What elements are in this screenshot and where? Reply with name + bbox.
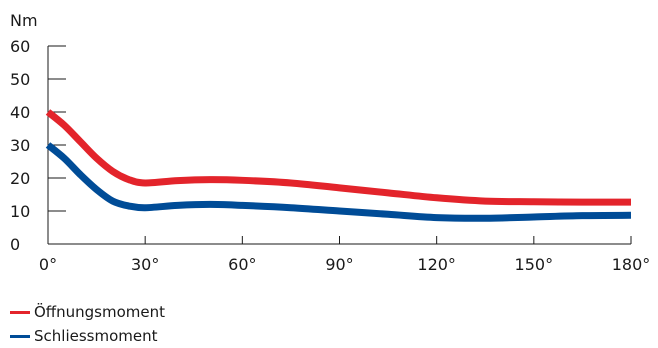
legend-label-schliessmoment: Schliessmoment xyxy=(34,327,158,345)
x-tick-label: 120° xyxy=(417,255,456,274)
y-tick-label: 50 xyxy=(10,70,30,89)
y-tick-label: 30 xyxy=(10,136,30,155)
x-tick-label: 60° xyxy=(228,255,256,274)
series-line-schliessmoment xyxy=(45,142,632,222)
x-tick-label: 90° xyxy=(325,255,353,274)
legend: Öffnungsmoment Schliessmoment xyxy=(10,300,165,348)
legend-swatch-schliessmoment xyxy=(10,334,30,338)
series-line-oeffnungsmoment xyxy=(45,109,632,206)
x-tick-label: 0° xyxy=(39,255,57,274)
y-tick-label: 60 xyxy=(10,37,30,56)
legend-swatch-oeffnungsmoment xyxy=(10,310,30,314)
legend-item-schliessmoment: Schliessmoment xyxy=(10,324,165,348)
x-tick-label: 180° xyxy=(612,255,651,274)
y-tick-label: 40 xyxy=(10,103,30,122)
x-tick-label: 150° xyxy=(515,255,554,274)
y-tick-label: 0 xyxy=(10,235,20,254)
y-tick-label: 10 xyxy=(10,202,30,221)
y-tick-label: 20 xyxy=(10,169,30,188)
axes: 0 10 20 30 40 50 60 0° 30° 60° 90° 120° 150° 180° xyxy=(10,37,650,274)
legend-label-oeffnungsmoment: Öffnungsmoment xyxy=(34,303,166,321)
legend-item-oeffnungsmoment: Öffnungsmoment xyxy=(10,300,165,324)
y-axis-unit: Nm xyxy=(10,11,38,30)
torque-chart: Nm 0 10 20 30 40 50 60 0° 30° 60° 90° 120° 150° 180° xyxy=(10,11,650,274)
x-tick-label: 30° xyxy=(131,255,159,274)
series-lines xyxy=(45,109,632,222)
